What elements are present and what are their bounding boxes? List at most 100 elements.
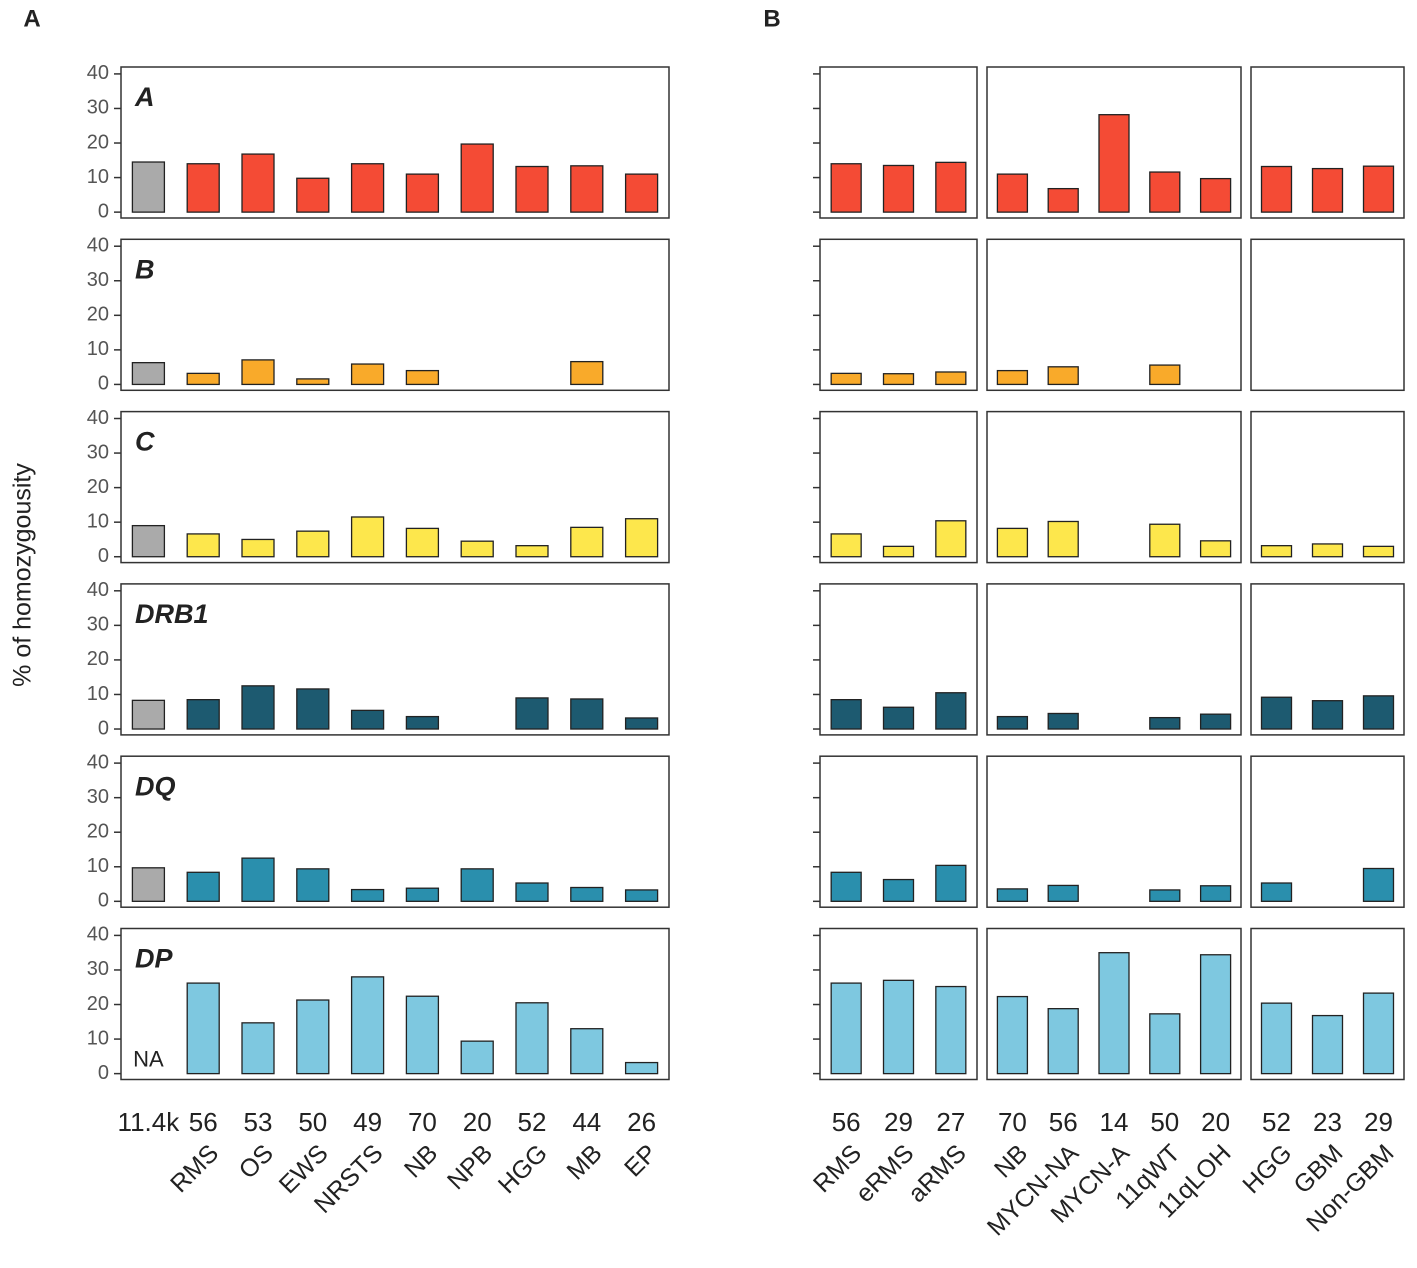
y-tick-label: 40 <box>87 579 109 601</box>
y-tick-label: 20 <box>87 476 109 498</box>
bar <box>830 372 862 386</box>
bar <box>405 369 440 386</box>
bar <box>1362 545 1395 558</box>
facet-frame <box>1250 410 1405 564</box>
x-tick-label: MB <box>561 1139 607 1185</box>
bar <box>624 1061 659 1075</box>
bar <box>935 161 967 213</box>
bar <box>1199 713 1232 730</box>
panel-label: B <box>763 5 780 32</box>
bar <box>515 165 549 213</box>
facet-frame <box>819 755 978 908</box>
bar <box>1362 165 1395 213</box>
bar <box>1362 695 1395 730</box>
bar <box>1098 952 1130 1075</box>
bar <box>296 868 330 902</box>
count-label: 23 <box>1313 1107 1342 1137</box>
bar <box>996 527 1029 558</box>
y-tick-label: 20 <box>87 131 109 153</box>
facet-frame <box>1250 755 1405 908</box>
facet-frame <box>986 238 1242 392</box>
bar <box>460 540 494 558</box>
bar <box>570 360 604 386</box>
x-tick-label: HGG <box>493 1139 553 1199</box>
count-label: 29 <box>884 1107 913 1137</box>
bar <box>131 161 166 213</box>
bar <box>460 143 494 213</box>
bar <box>186 163 220 213</box>
bar <box>1199 540 1232 558</box>
bar <box>570 526 604 558</box>
bar <box>1260 696 1293 730</box>
y-tick-label: 0 <box>98 890 109 912</box>
bar <box>1199 954 1232 1075</box>
count-label: 52 <box>1262 1107 1291 1137</box>
bar <box>515 1002 549 1075</box>
y-tick-label: 10 <box>87 683 109 705</box>
facet-title: DQ <box>135 771 176 801</box>
x-tick-label: RMS <box>165 1139 224 1198</box>
y-tick-label: 40 <box>87 407 109 429</box>
facet-title: DP <box>135 944 173 974</box>
count-label: 52 <box>518 1107 547 1137</box>
facet-frame <box>819 238 978 392</box>
count-label: 53 <box>244 1107 273 1137</box>
bar <box>935 520 967 558</box>
bar <box>1149 889 1181 902</box>
bar <box>1362 867 1395 902</box>
bar <box>1362 992 1395 1075</box>
bar <box>515 545 549 558</box>
bar <box>882 706 915 730</box>
bar <box>1260 1002 1293 1075</box>
bar <box>1047 520 1079 558</box>
y-tick-label: 40 <box>87 62 109 84</box>
count-label: 50 <box>1150 1107 1179 1137</box>
bar <box>830 163 862 213</box>
bar <box>624 717 659 730</box>
y-tick-label: 0 <box>98 1062 109 1084</box>
facet-title: A <box>134 82 155 112</box>
bar <box>241 538 275 558</box>
y-tick-label: 20 <box>87 304 109 326</box>
bar <box>296 177 330 213</box>
x-tick-label: NPB <box>442 1139 498 1195</box>
bar <box>350 516 385 558</box>
bar <box>882 373 915 386</box>
bar <box>882 878 915 902</box>
bar <box>1047 366 1079 386</box>
bar <box>1047 712 1079 730</box>
bar <box>350 163 385 213</box>
bar <box>624 173 659 213</box>
bar <box>296 378 330 386</box>
bar <box>186 372 220 386</box>
bar <box>1311 167 1344 213</box>
bar <box>515 882 549 902</box>
bar <box>570 165 604 213</box>
y-axis-label: % of homozygousity <box>9 463 37 687</box>
y-tick-label: 30 <box>87 786 109 808</box>
bar <box>996 715 1029 730</box>
y-tick-label: 30 <box>87 958 109 980</box>
bar <box>296 999 330 1075</box>
bar <box>1199 885 1232 902</box>
bar <box>935 692 967 730</box>
bar <box>830 699 862 730</box>
count-label: 70 <box>408 1107 437 1137</box>
count-label: 14 <box>1100 1107 1129 1137</box>
bar <box>186 699 220 730</box>
bar <box>296 688 330 730</box>
bar <box>241 1022 275 1075</box>
count-label: 56 <box>189 1107 218 1137</box>
bar <box>350 709 385 730</box>
count-label: 49 <box>353 1107 382 1137</box>
facet-frame <box>1250 66 1405 219</box>
count-label: 27 <box>936 1107 965 1137</box>
bar <box>830 982 862 1075</box>
bar <box>1149 716 1181 730</box>
bar <box>1199 177 1232 213</box>
y-tick-label: 20 <box>87 820 109 842</box>
facet-frame <box>819 927 978 1081</box>
bar <box>241 685 275 730</box>
facet-frame <box>986 927 1242 1081</box>
